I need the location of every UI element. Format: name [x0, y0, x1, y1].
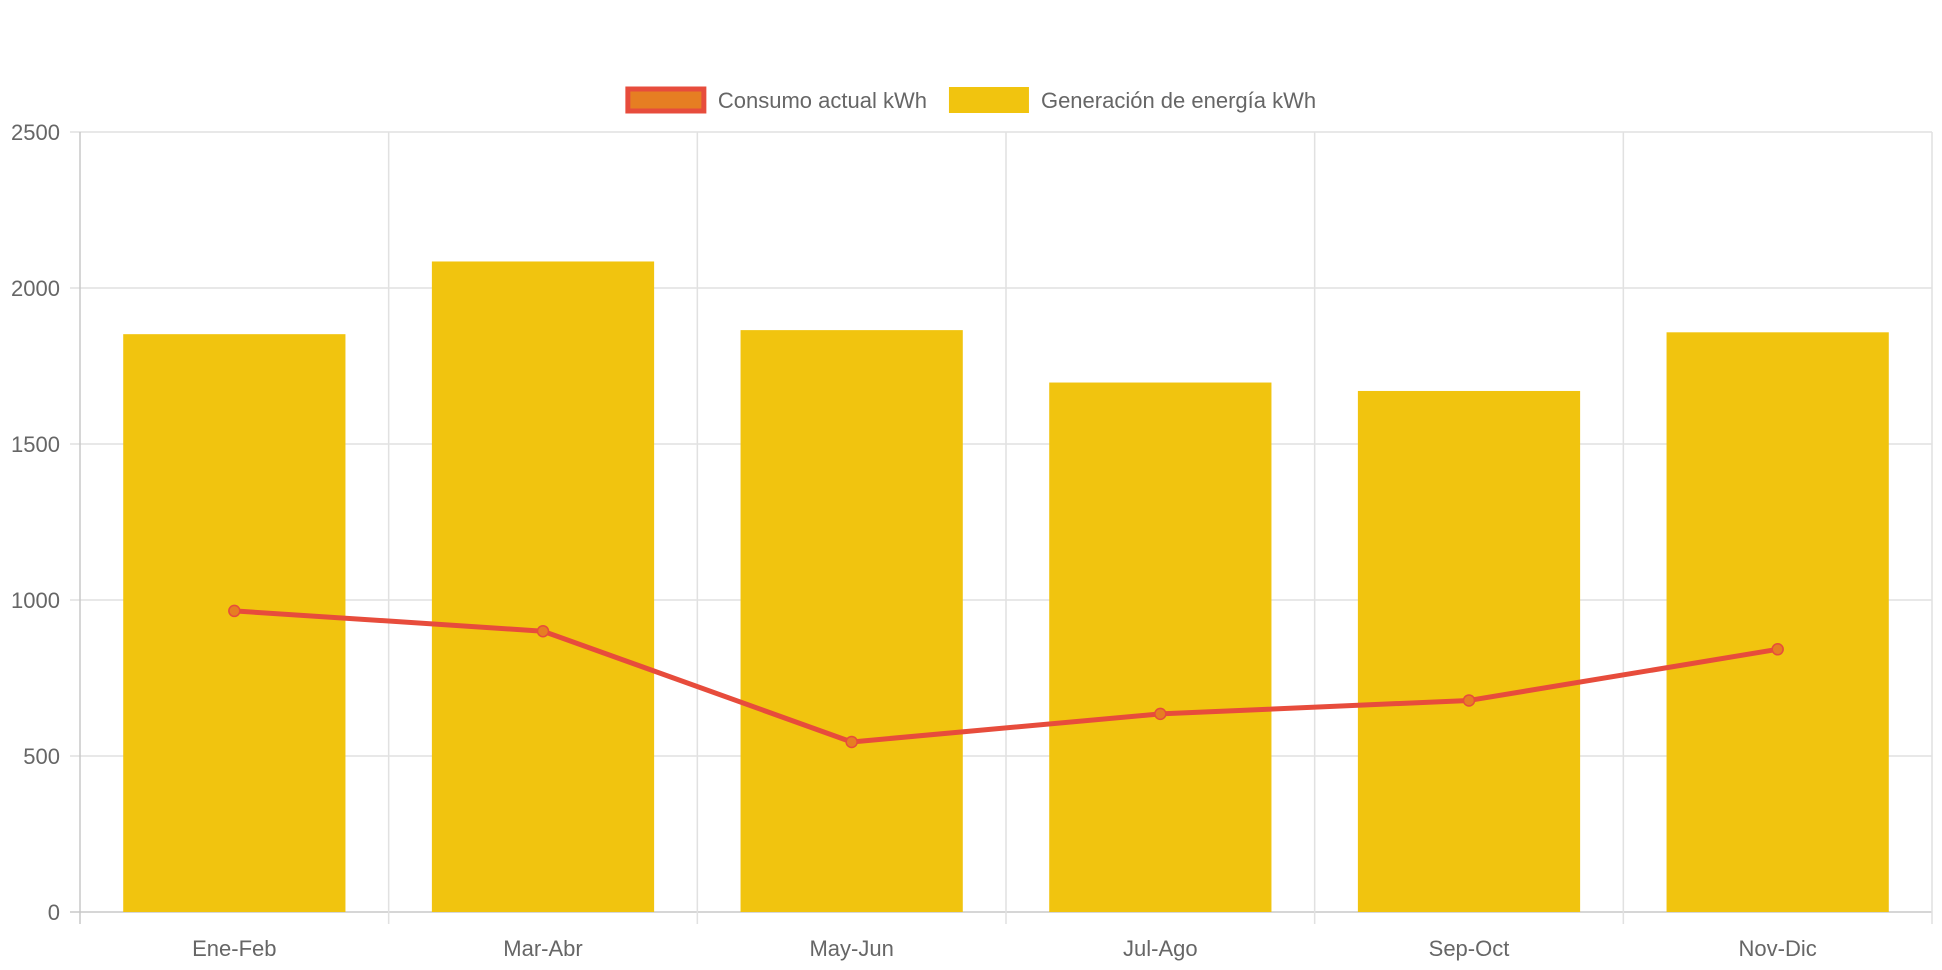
bar-nov-dic — [1666, 332, 1889, 913]
legend-label: Consumo actual kWh — [718, 88, 927, 113]
bar-series — [123, 261, 1889, 913]
y-tick-label: 500 — [23, 744, 60, 769]
line-point-ene-feb — [228, 604, 241, 618]
bar-ene-feb — [123, 334, 346, 912]
legend: Consumo actual kWh Generación de energía … — [625, 86, 1316, 114]
y-tick-label: 1500 — [11, 432, 60, 457]
x-tick-label: May-Jun — [809, 936, 893, 961]
legend-swatch — [948, 87, 1029, 113]
x-tick-label: Nov-Dic — [1739, 936, 1817, 961]
bar-sep-oct — [1357, 390, 1581, 913]
line-point-may-jun — [845, 735, 858, 749]
bar-jul-ago — [1049, 382, 1272, 912]
y-tick-label: 2000 — [11, 276, 60, 301]
legend-swatch — [625, 86, 707, 114]
bar-may-jun — [740, 330, 963, 912]
grid — [70, 131, 1933, 924]
x-tick-label: Ene-Feb — [192, 936, 276, 961]
y-tick-label: 1000 — [11, 588, 60, 613]
y-tick-label: 0 — [48, 900, 60, 925]
x-tick-label: Mar-Abr — [503, 936, 582, 961]
line-point-mar-abr — [536, 624, 550, 638]
x-tick-label: Jul-Ago — [1123, 936, 1198, 961]
x-tick-label: Sep-Oct — [1429, 936, 1510, 961]
line-point-sep-oct — [1462, 694, 1476, 707]
bar-mar-abr — [431, 261, 655, 913]
x-axis: Ene-Feb Mar-Abr May-Jun Jul-Ago Sep-Oct Nov-D… — [192, 936, 1817, 961]
y-tick-label: 2500 — [11, 120, 60, 145]
consumption-line — [231, 608, 1781, 745]
line-point-jul-ago — [1154, 707, 1167, 721]
y-axis: 0 500 1000 1500 2000 2500 — [11, 120, 60, 925]
legend-item-generacion: Generación de energía kWh — [948, 87, 1316, 113]
line-point-nov-dic — [1771, 643, 1784, 656]
legend-label: Generación de energía kWh — [1041, 88, 1316, 113]
line-series — [228, 604, 1784, 749]
legend-item-consumo: Consumo actual kWh — [625, 86, 927, 114]
